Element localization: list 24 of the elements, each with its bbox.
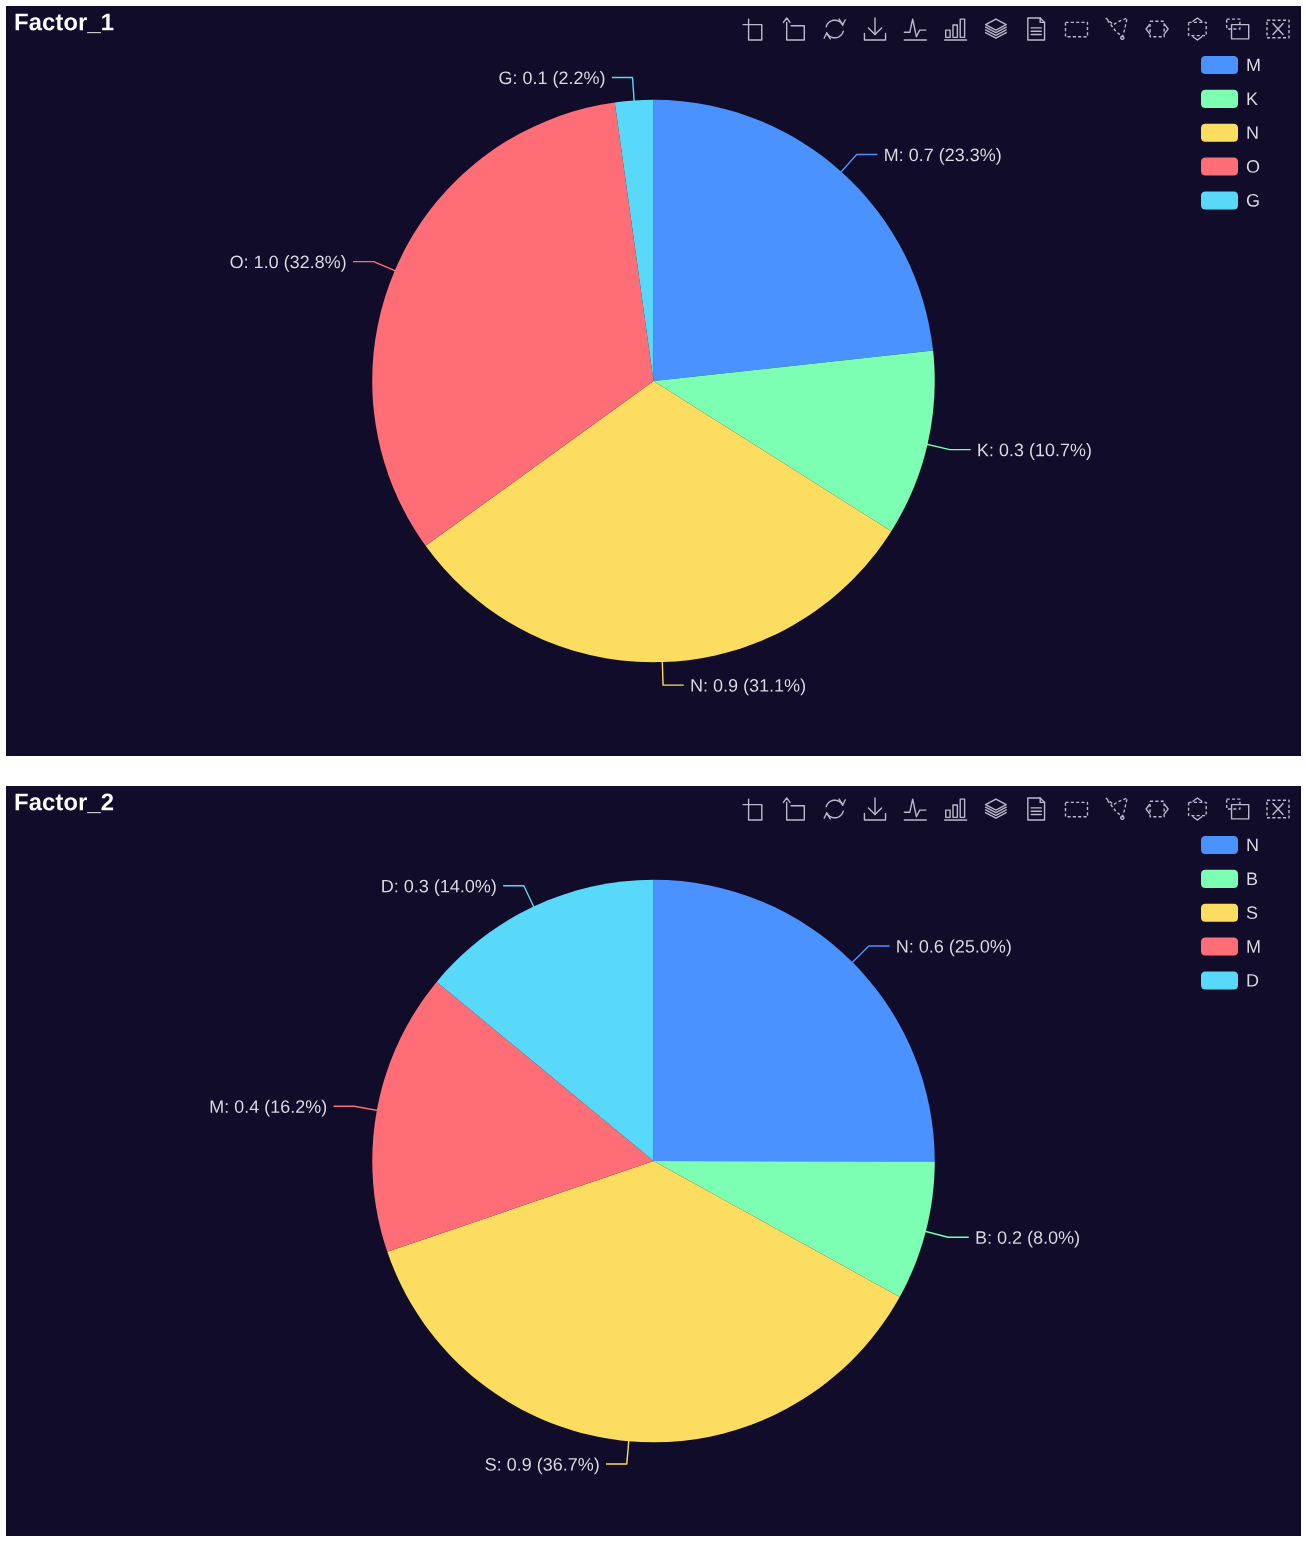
- data-label: M: 0.7 (23.3%): [885, 148, 1001, 165]
- data-label: G: 0.1 (2.2%): [499, 70, 605, 88]
- legend-label: K: [1247, 92, 1258, 105]
- legend-label: G: [1246, 193, 1259, 207]
- data-label: D: 0.3 (14.0%): [382, 879, 496, 897]
- data-label: N: 0.9 (31.1%): [691, 678, 805, 696]
- legend-label: D: [1247, 974, 1259, 987]
- legend-label: N: [1247, 126, 1258, 139]
- data-label: B: 0.2 (8.0%): [976, 1230, 1079, 1248]
- data-label: S: 0.9 (36.7%): [485, 1457, 599, 1475]
- legend-label: O: [1246, 160, 1260, 173]
- chart-title: Factor_1: [15, 13, 114, 34]
- chart-title: Factor_2: [15, 793, 114, 814]
- pie-slice: [653, 99, 934, 381]
- data-label: K: 0.3 (10.7%): [978, 443, 1091, 460]
- legend-label: S: [1246, 906, 1258, 920]
- data-label: O: 1.0 (32.8%): [230, 255, 346, 272]
- data-label: M: 0.4 (16.2%): [210, 1099, 327, 1117]
- legend-label: M: [1247, 58, 1260, 72]
- data-label: N: 0.6 (25.0%): [897, 939, 1011, 957]
- legend-label: N: [1247, 838, 1258, 852]
- legend-label: M: [1247, 940, 1260, 953]
- legend-label: B: [1247, 872, 1258, 885]
- pie-slice: [436, 879, 654, 1161]
